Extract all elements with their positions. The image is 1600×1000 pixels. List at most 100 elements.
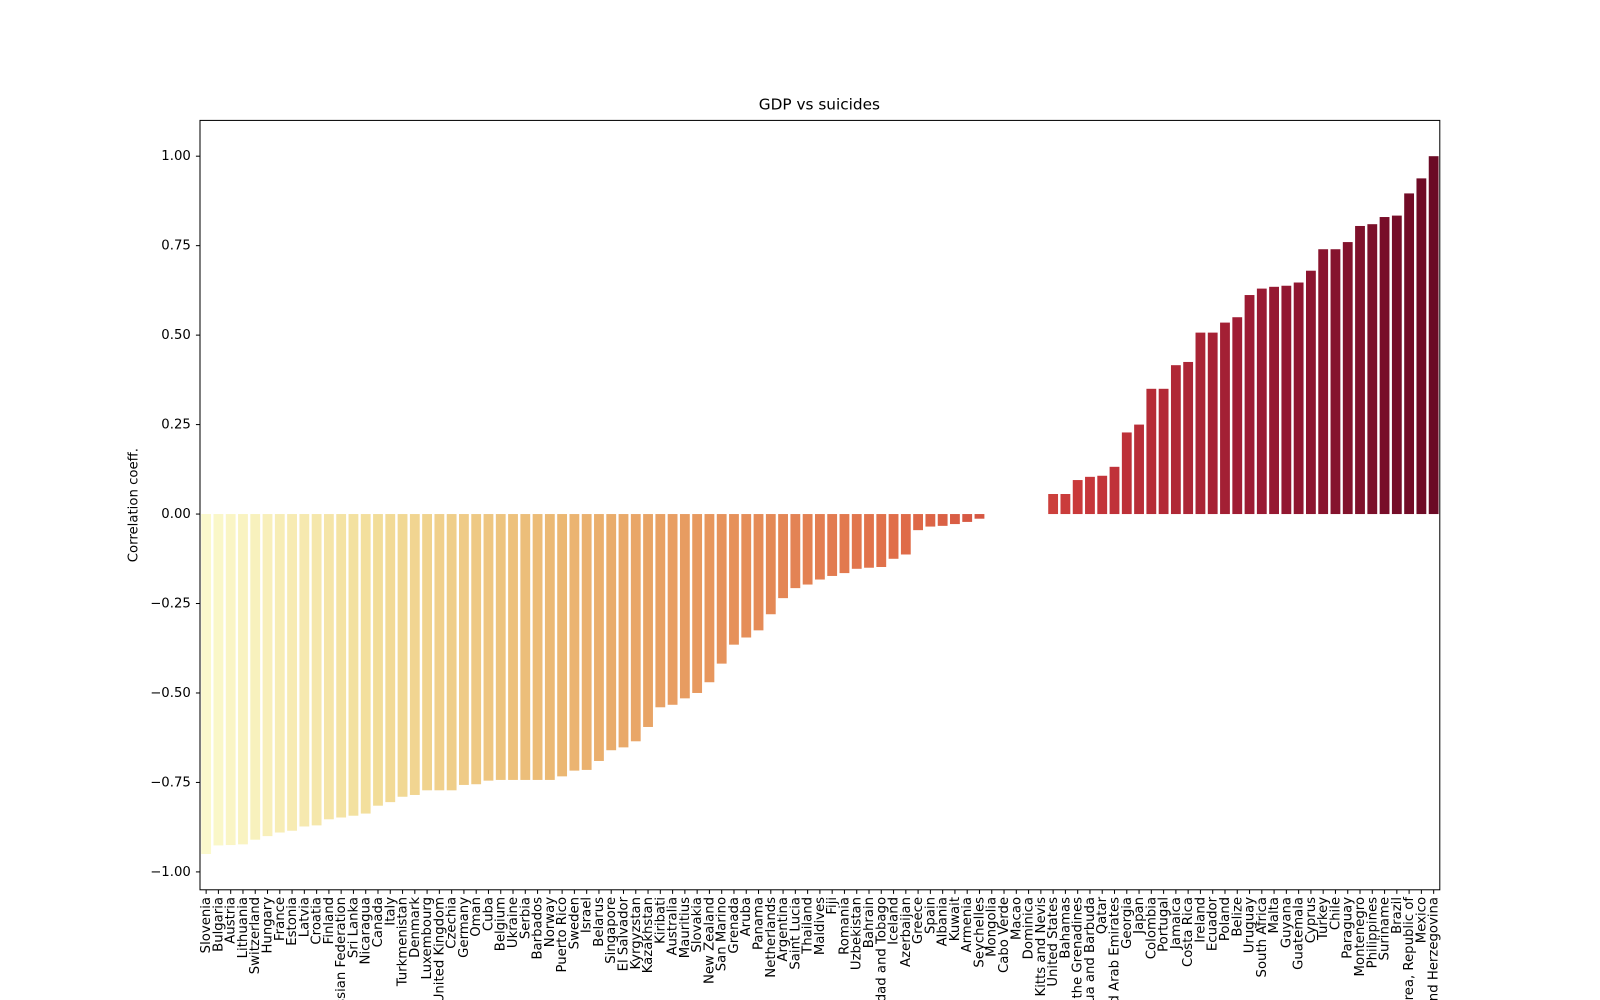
bar xyxy=(336,514,347,818)
x-tick-label: Argentina xyxy=(776,897,791,962)
bar xyxy=(1170,365,1181,515)
x-tick-label: Suriname xyxy=(1378,897,1393,961)
bar xyxy=(299,514,310,827)
x-tick-label: Italy xyxy=(383,897,398,926)
bar xyxy=(1158,388,1169,515)
bar xyxy=(655,514,666,708)
bar xyxy=(778,514,788,599)
x-tick-label: Qatar xyxy=(1095,896,1110,934)
bar xyxy=(864,514,874,568)
x-tick-label: United Arab Emirates xyxy=(1108,897,1123,1000)
bar xyxy=(1195,332,1206,515)
bar xyxy=(606,514,617,751)
bar xyxy=(1293,282,1304,515)
x-tick-label: Sri Lanka xyxy=(346,897,361,958)
bar xyxy=(974,514,985,519)
x-tick-label: Lithuania xyxy=(236,897,251,958)
x-tick-label: Romania xyxy=(837,897,852,955)
x-tick-label: Kazakhstan xyxy=(641,897,656,973)
x-tick-label: Israel xyxy=(580,897,595,933)
x-tick-label: Turkey xyxy=(1316,897,1331,941)
bar xyxy=(753,514,764,631)
x-tick-label: Croatia xyxy=(310,897,325,945)
x-tick-label: Trinidad and Tobago xyxy=(874,897,889,1000)
x-tick-label: Seychelles xyxy=(972,897,987,968)
bar xyxy=(1097,475,1108,515)
x-tick-label: El Salvador xyxy=(616,896,631,971)
bar xyxy=(765,514,776,615)
bar xyxy=(962,514,973,522)
x-tick-label: Uruguay xyxy=(1243,897,1258,953)
x-tick-label: Jamaica xyxy=(1169,897,1184,950)
bar xyxy=(888,514,899,559)
y-tick-label: −0.25 xyxy=(150,597,191,612)
x-tick-label: Malta xyxy=(1267,897,1282,934)
bar xyxy=(1060,494,1071,515)
bar xyxy=(446,514,457,791)
bar xyxy=(679,514,690,699)
x-tick-label: New Zealand xyxy=(702,897,717,984)
x-tick-label: Cyprus xyxy=(1304,897,1319,943)
bar xyxy=(851,514,862,569)
x-tick-label: Thailand xyxy=(801,897,816,955)
x-tick-label: Belarus xyxy=(592,897,607,947)
x-tick-label: Ukraine xyxy=(506,897,521,948)
bar xyxy=(1048,494,1059,515)
bar xyxy=(287,514,297,831)
y-tick-label: −0.50 xyxy=(150,686,191,701)
bar xyxy=(1379,217,1390,515)
x-tick-label: Ecuador xyxy=(1206,896,1221,951)
x-tick-label: Bahamas xyxy=(1058,897,1073,959)
bar xyxy=(1232,317,1243,515)
x-tick-label: Austria xyxy=(224,897,239,944)
x-tick-label: Sweden xyxy=(567,897,582,949)
bar xyxy=(594,514,604,761)
bar xyxy=(495,514,506,780)
bar xyxy=(790,514,801,589)
bar xyxy=(581,514,592,770)
x-tick-label: Mexico xyxy=(1414,897,1429,943)
x-tick-label: Panama xyxy=(752,897,767,950)
bar xyxy=(1207,332,1218,515)
bar xyxy=(434,514,445,791)
x-tick-label: South Africa xyxy=(1255,897,1270,978)
bar xyxy=(213,514,224,846)
x-tick-label: Saint Lucia xyxy=(788,897,803,970)
x-tick-label: Cabo Verde xyxy=(997,897,1012,973)
bar xyxy=(1085,476,1095,515)
x-tick-label: Paraguay xyxy=(1341,897,1356,959)
bar xyxy=(1244,295,1255,515)
bar xyxy=(876,514,887,568)
bar xyxy=(373,514,383,806)
bar xyxy=(422,514,433,791)
bar xyxy=(1428,156,1439,515)
x-tick-label: Brazil xyxy=(1390,897,1405,934)
bar xyxy=(557,514,568,777)
x-tick-label: Aruba xyxy=(739,897,754,936)
bar xyxy=(544,514,555,780)
x-tick-label: Guatemala xyxy=(1292,897,1307,970)
bar xyxy=(950,514,960,525)
bar xyxy=(729,514,739,645)
bar xyxy=(323,514,334,820)
bar xyxy=(1220,322,1230,515)
bar xyxy=(630,514,641,742)
bar xyxy=(508,514,518,780)
x-tick-label: Estonia xyxy=(285,897,300,946)
x-tick-label: Bosnia and Herzegovina xyxy=(1427,897,1442,1000)
x-tick-label: United Kingdom xyxy=(432,897,447,1000)
bar xyxy=(385,514,396,803)
x-tick-label: Puerto Rico xyxy=(555,897,570,973)
x-tick-label: Guyana xyxy=(1279,897,1294,948)
bar xyxy=(1330,249,1341,515)
x-tick-label: Azerbaijan xyxy=(899,897,914,967)
y-tick-label: 0.25 xyxy=(161,418,191,433)
bar xyxy=(1256,288,1267,515)
x-tick-label: Greece xyxy=(911,897,926,944)
x-tick-label: Maldives xyxy=(813,897,828,955)
bar xyxy=(1281,285,1292,515)
bar xyxy=(716,514,727,664)
bar xyxy=(814,514,825,580)
x-tick-label: Switzerland xyxy=(248,897,263,974)
x-tick-label: Montenegro xyxy=(1353,897,1368,977)
